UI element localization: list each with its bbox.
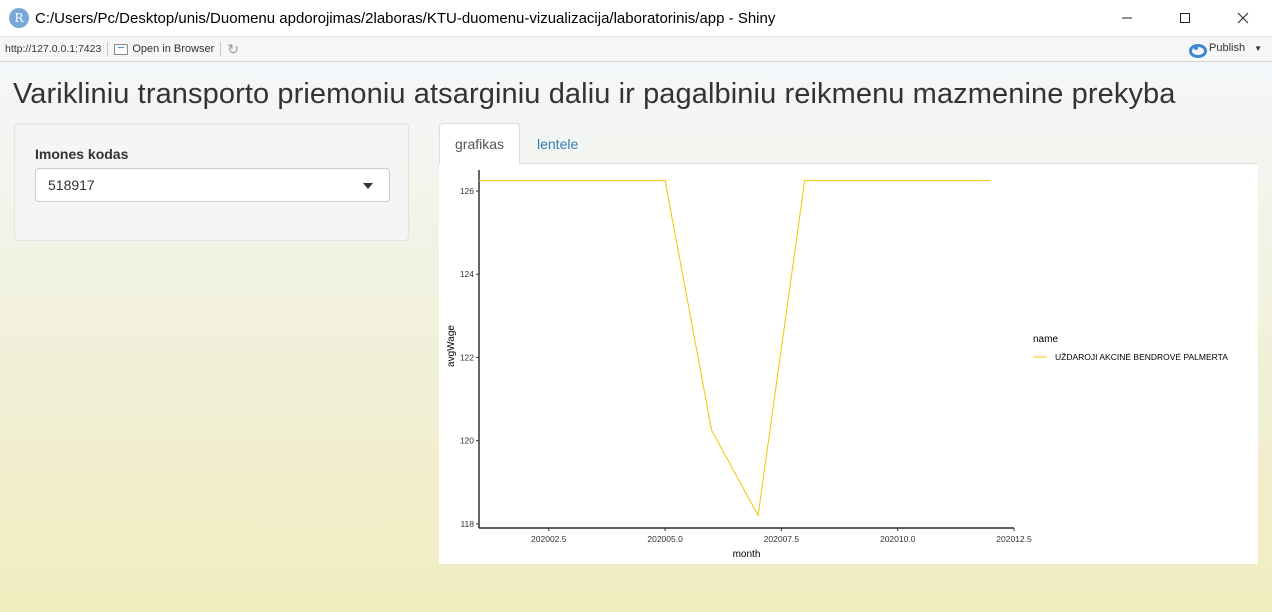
publish-icon (1188, 41, 1207, 58)
publish-label: Publish (1209, 42, 1246, 54)
x-tick-label: 202002.5 (531, 534, 567, 544)
y-tick-label: 126 (460, 186, 474, 196)
company-code-label: Imones kodas (35, 146, 129, 162)
sidebar-panel: Imones kodas 518917 (14, 123, 409, 241)
legend-label: UŽDAROJI AKCINĖ BENDROVĖ PALMERTA (1055, 352, 1228, 362)
open-in-browser-icon (114, 43, 129, 55)
chevron-down-icon[interactable]: ▼ (1254, 43, 1262, 53)
y-tick-label: 124 (460, 269, 474, 279)
y-axis-title: avgWage (446, 325, 457, 367)
legend-title: name (1033, 334, 1058, 345)
url-display: http://127.0.0.1:7423 (5, 43, 102, 55)
x-tick-label: 202007.5 (764, 534, 800, 544)
dropdown-caret-icon (363, 183, 373, 189)
maximize-icon (1180, 13, 1190, 23)
viewer-toolbar: http://127.0.0.1:7423 Open in Browser ↻ … (0, 36, 1272, 62)
open-in-browser-label: Open in Browser (132, 43, 215, 55)
publish-button[interactable]: Publish ▼ (1188, 41, 1262, 58)
r-logo-icon: R (9, 8, 29, 28)
y-tick-label: 118 (460, 519, 474, 529)
plot-output: 118 120 122 124 126 202002.5 202005.0 202007.5 2… (439, 164, 1258, 564)
tab-grafikas[interactable]: grafikas (439, 123, 520, 165)
refresh-icon[interactable]: ↻ (227, 41, 240, 57)
open-in-browser-button[interactable]: Open in Browser (114, 43, 214, 55)
x-tick-label: 202012.5 (996, 534, 1032, 544)
maximize-button[interactable] (1156, 0, 1214, 36)
shiny-app: Varikliniu transporto priemoniu atsargin… (0, 62, 1272, 612)
toolbar-divider (107, 42, 109, 56)
y-tick-label: 122 (460, 352, 474, 362)
y-tick-label: 120 (460, 436, 474, 446)
window-controls (1098, 0, 1272, 36)
tab-bar: grafikas lentele (439, 123, 1258, 165)
close-button[interactable] (1214, 0, 1272, 36)
toolbar-divider (220, 42, 222, 56)
tab-lentele[interactable]: lentele (537, 135, 579, 152)
series-line (479, 180, 991, 518)
company-code-value: 518917 (48, 177, 95, 193)
minimize-button[interactable] (1098, 0, 1156, 36)
minimize-icon (1122, 17, 1132, 19)
company-code-select[interactable]: 518917 (35, 168, 390, 202)
page-title: Varikliniu transporto priemoniu atsargin… (13, 78, 1176, 110)
x-tick-label: 202010.0 (880, 534, 916, 544)
x-tick-label: 202005.0 (647, 534, 683, 544)
window-title-bar: R C:/Users/Pc/Desktop/unis/Duomenu apdor… (0, 0, 1272, 36)
line-chart: 118 120 122 124 126 202002.5 202005.0 202007.5 2… (446, 170, 1228, 560)
x-axis-title: month (733, 549, 761, 560)
window-title: C:/Users/Pc/Desktop/unis/Duomenu apdoroj… (35, 9, 776, 27)
close-icon (1237, 12, 1249, 24)
